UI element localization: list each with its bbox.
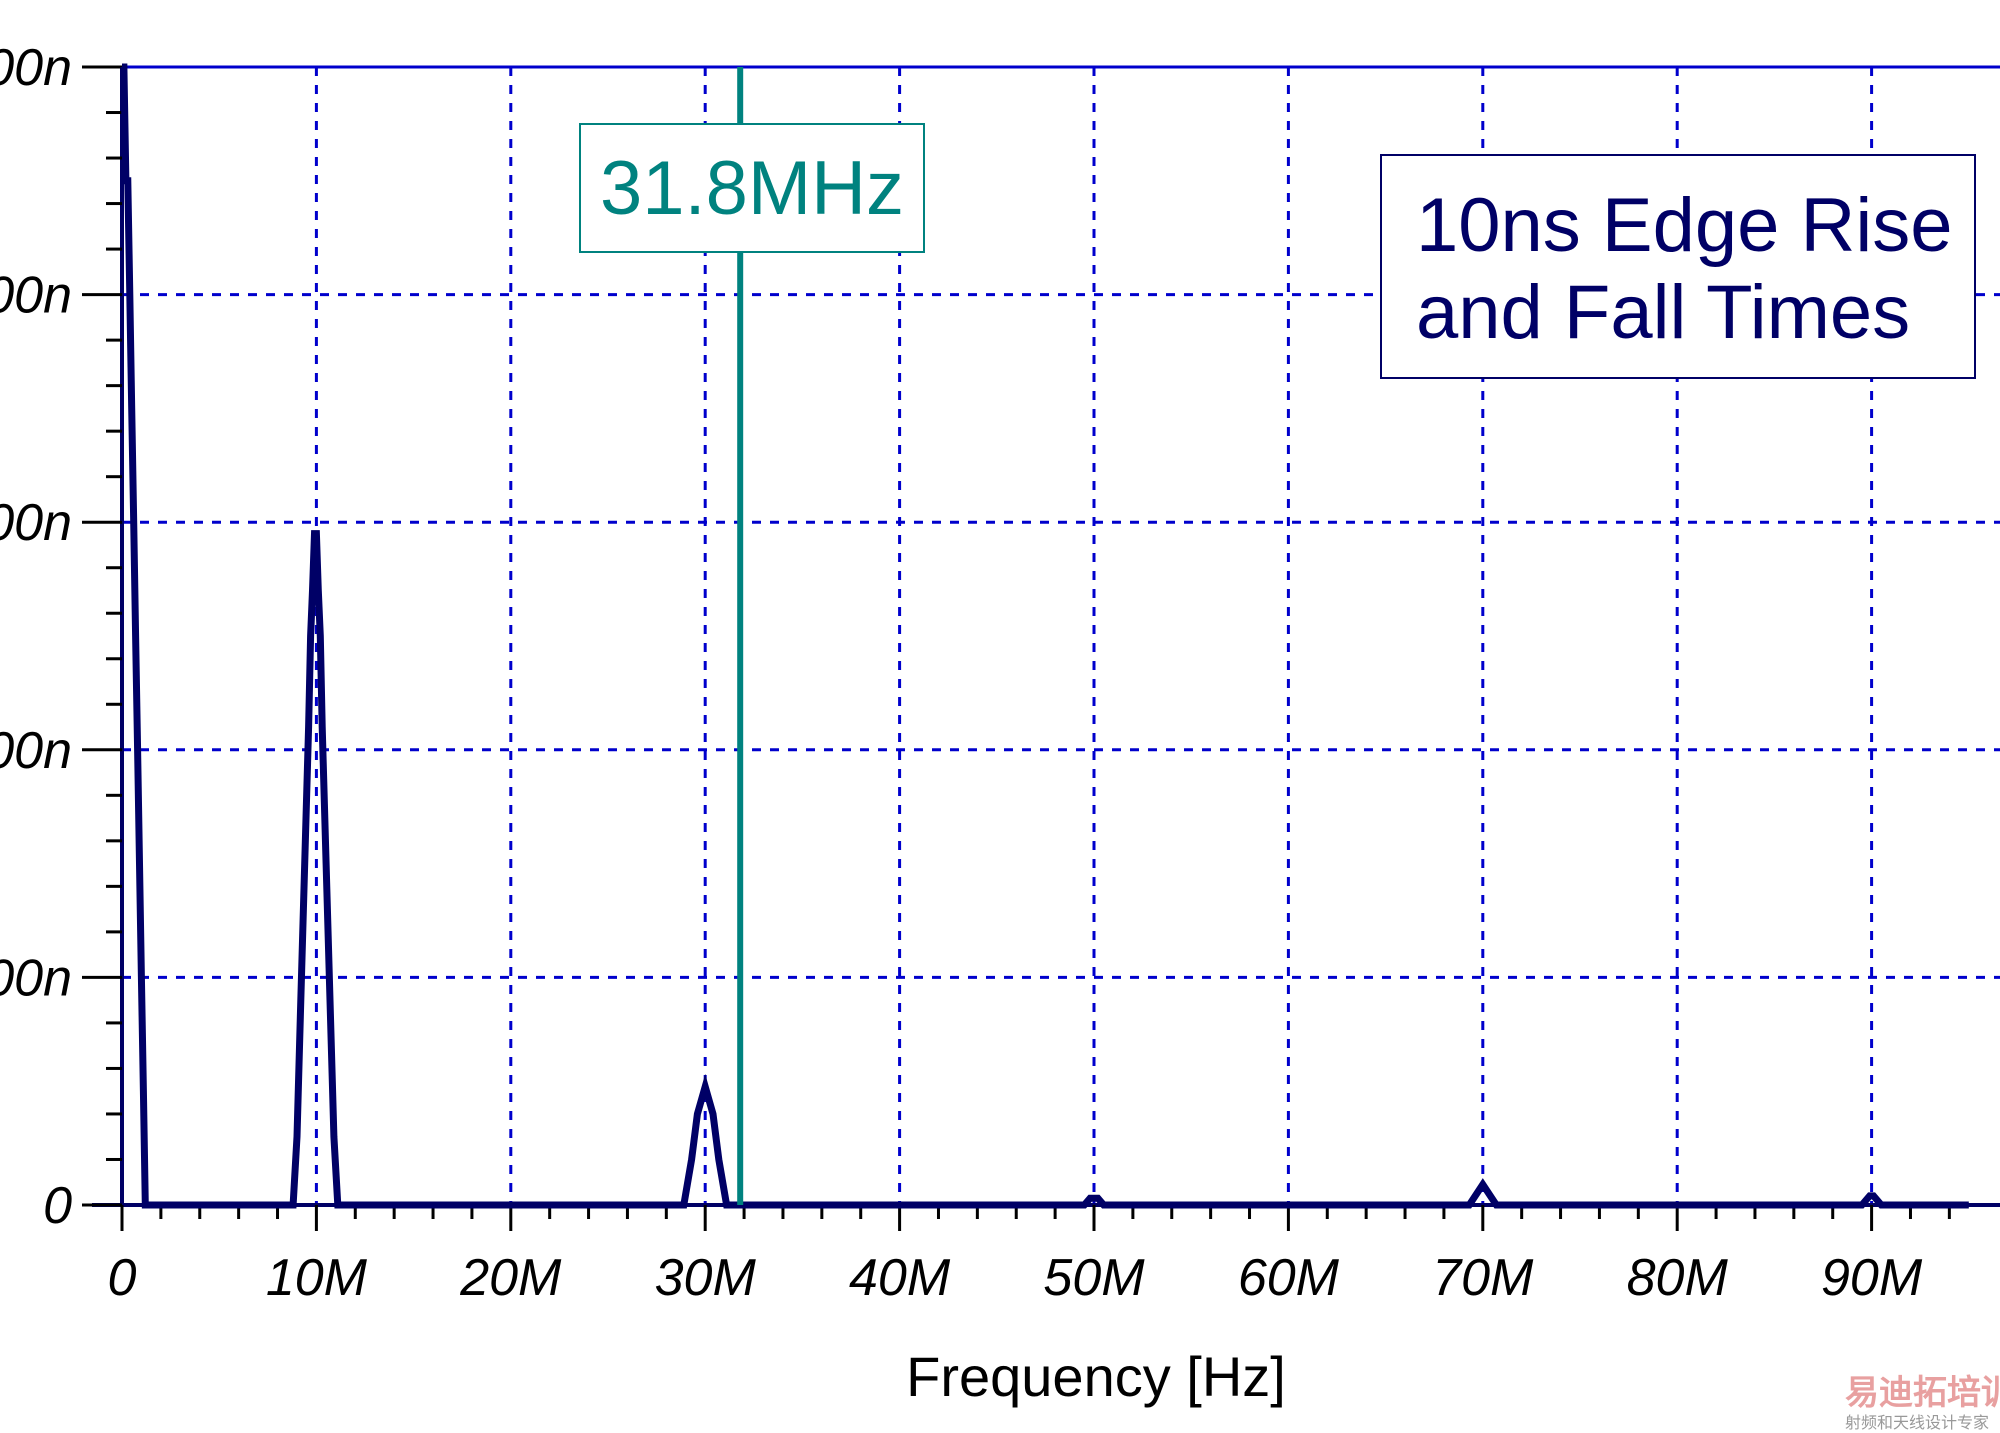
x-tick-label: 60M — [1238, 1249, 1340, 1307]
y-tick-label: 00n — [0, 722, 72, 780]
watermark-tagline: 射频和天线设计专家 — [1845, 1413, 1989, 1432]
x-tick-label: 40M — [849, 1249, 951, 1307]
series-line — [120, 63, 1969, 1209]
x-tick-label: 50M — [1043, 1249, 1145, 1307]
x-tick-label: 30M — [655, 1249, 757, 1307]
y-tick-label: 00n — [0, 267, 72, 325]
x-tick-label: 90M — [1821, 1249, 1923, 1307]
marker-layer: 31.8MHz — [579, 67, 925, 1205]
marker-label-frame — [579, 123, 925, 253]
x-tick-label: 80M — [1627, 1249, 1729, 1307]
watermark-brand: 易迪拓培训 — [1845, 1373, 2000, 1413]
y-tick-label: 00n — [0, 39, 72, 97]
x-tick-label: 70M — [1432, 1249, 1534, 1307]
tick-labels: 0 10M 20M 30M 40M 50M 60M 70M 80M 90M 0 00n 00n 00n 00… — [0, 39, 1923, 1307]
y-tick-label: 00n — [0, 494, 72, 552]
x-tick-label: 10M — [266, 1249, 368, 1307]
series-layer — [120, 63, 1969, 1209]
marker-label-box: 31.8MHz — [579, 123, 925, 253]
watermark: 易迪拓培训 射频和天线设计专家 — [1845, 1373, 2000, 1432]
x-axis-title: Frequency [Hz] — [906, 1345, 1286, 1408]
y-tick-label: 00n — [0, 949, 72, 1007]
annotation-box: 10ns Edge Rise and Fall Times — [1380, 154, 1976, 379]
annotation-line-1: 10ns Edge Rise — [1416, 183, 1953, 268]
annotation-line-2: and Fall Times — [1416, 270, 1910, 355]
x-tick-label: 0 — [108, 1249, 137, 1307]
y-tick-label: 0 — [43, 1177, 72, 1235]
grid-lines — [122, 67, 2000, 1205]
x-tick-label: 20M — [459, 1249, 562, 1307]
marker-label: 31.8MHz — [600, 146, 904, 231]
